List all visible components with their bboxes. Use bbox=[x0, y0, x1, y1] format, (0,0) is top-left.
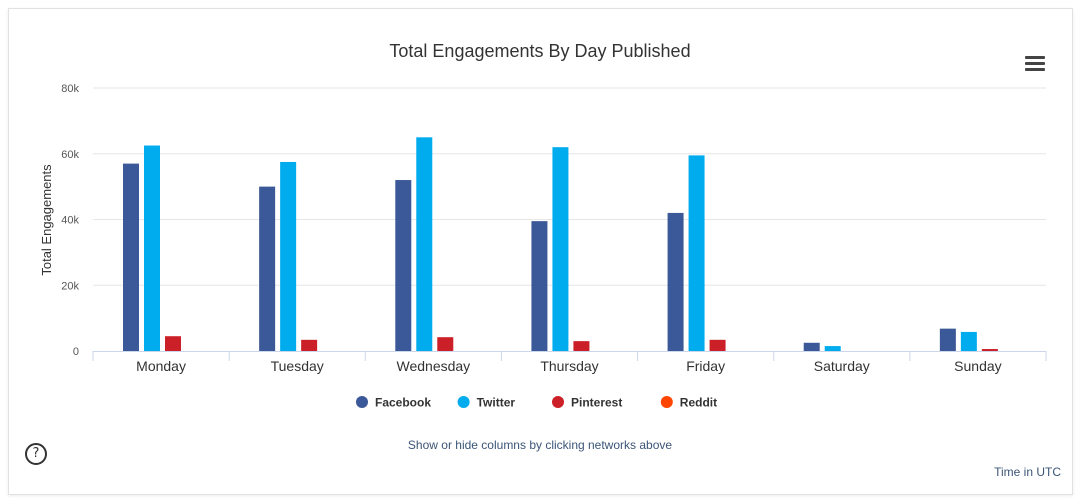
x-tick-label: Friday bbox=[686, 358, 725, 374]
y-tick-label: 80k bbox=[61, 83, 79, 95]
y-tick-label: 0 bbox=[73, 346, 79, 358]
bar-facebook[interactable] bbox=[531, 221, 548, 351]
legend-label: Reddit bbox=[680, 396, 717, 410]
bar-facebook[interactable] bbox=[259, 186, 276, 351]
legend-marker bbox=[356, 396, 368, 408]
x-tick-label: Monday bbox=[136, 358, 186, 374]
x-tick-label: Saturday bbox=[814, 358, 870, 374]
chart-title: Total Engagements By Day Published bbox=[389, 41, 690, 61]
bar-twitter[interactable] bbox=[824, 346, 841, 351]
gridlines bbox=[93, 87, 1046, 286]
bar-twitter[interactable] bbox=[960, 331, 977, 351]
legend[interactable]: Facebook Twitter Pinterest Reddit bbox=[356, 396, 717, 410]
timezone-note: Time in UTC bbox=[994, 465, 1061, 479]
x-tick-label: Wednesday bbox=[397, 358, 471, 374]
bar-twitter[interactable] bbox=[688, 155, 705, 351]
bar-pinterest[interactable] bbox=[709, 339, 726, 351]
y-tick-label: 60k bbox=[61, 149, 79, 161]
bar-facebook[interactable] bbox=[123, 163, 139, 351]
legend-label: Facebook bbox=[375, 396, 431, 410]
y-axis-ticks: 0 20k 40k 60k 80k bbox=[61, 83, 79, 358]
legend-hint-text: Show or hide columns by clicking network… bbox=[407, 438, 673, 452]
chart-menu-icon[interactable] bbox=[1025, 56, 1045, 72]
y-tick-label: 20k bbox=[61, 280, 79, 292]
help-icon[interactable]: ? bbox=[25, 443, 47, 465]
y-tick-label: 40k bbox=[61, 215, 79, 227]
legend-label: Twitter bbox=[477, 396, 516, 410]
bars bbox=[123, 137, 998, 351]
bar-facebook[interactable] bbox=[803, 342, 820, 351]
bar-facebook[interactable] bbox=[667, 212, 684, 351]
x-tick-label: Sunday bbox=[954, 358, 1001, 374]
x-axis: Monday Tuesday Wednesday Thursday Friday Satu… bbox=[92, 351, 1047, 374]
legend-label: Pinterest bbox=[571, 396, 622, 410]
bar-pinterest[interactable] bbox=[165, 336, 181, 351]
bar-twitter[interactable] bbox=[144, 145, 160, 351]
legend-item-twitter[interactable]: Twitter bbox=[457, 396, 516, 410]
legend-item-facebook[interactable]: Facebook bbox=[356, 396, 431, 410]
x-tick-label: Thursday bbox=[540, 358, 598, 374]
bar-twitter[interactable] bbox=[280, 161, 297, 351]
y-axis-label: Total Engagements bbox=[39, 164, 54, 276]
legend-item-reddit[interactable]: Reddit bbox=[660, 396, 717, 410]
bar-pinterest[interactable] bbox=[437, 337, 454, 351]
bar-facebook[interactable] bbox=[939, 328, 956, 351]
legend-marker bbox=[552, 396, 564, 408]
x-tick-label: Tuesday bbox=[271, 358, 324, 374]
legend-item-pinterest[interactable]: Pinterest bbox=[552, 396, 622, 410]
bar-twitter[interactable] bbox=[416, 137, 433, 351]
bar-pinterest[interactable] bbox=[301, 339, 318, 351]
bar-twitter[interactable] bbox=[552, 147, 569, 351]
bar-pinterest[interactable] bbox=[981, 349, 998, 351]
legend-marker bbox=[660, 396, 673, 408]
bar-facebook[interactable] bbox=[395, 180, 412, 351]
legend-marker bbox=[457, 396, 470, 408]
bar-pinterest[interactable] bbox=[573, 341, 590, 351]
